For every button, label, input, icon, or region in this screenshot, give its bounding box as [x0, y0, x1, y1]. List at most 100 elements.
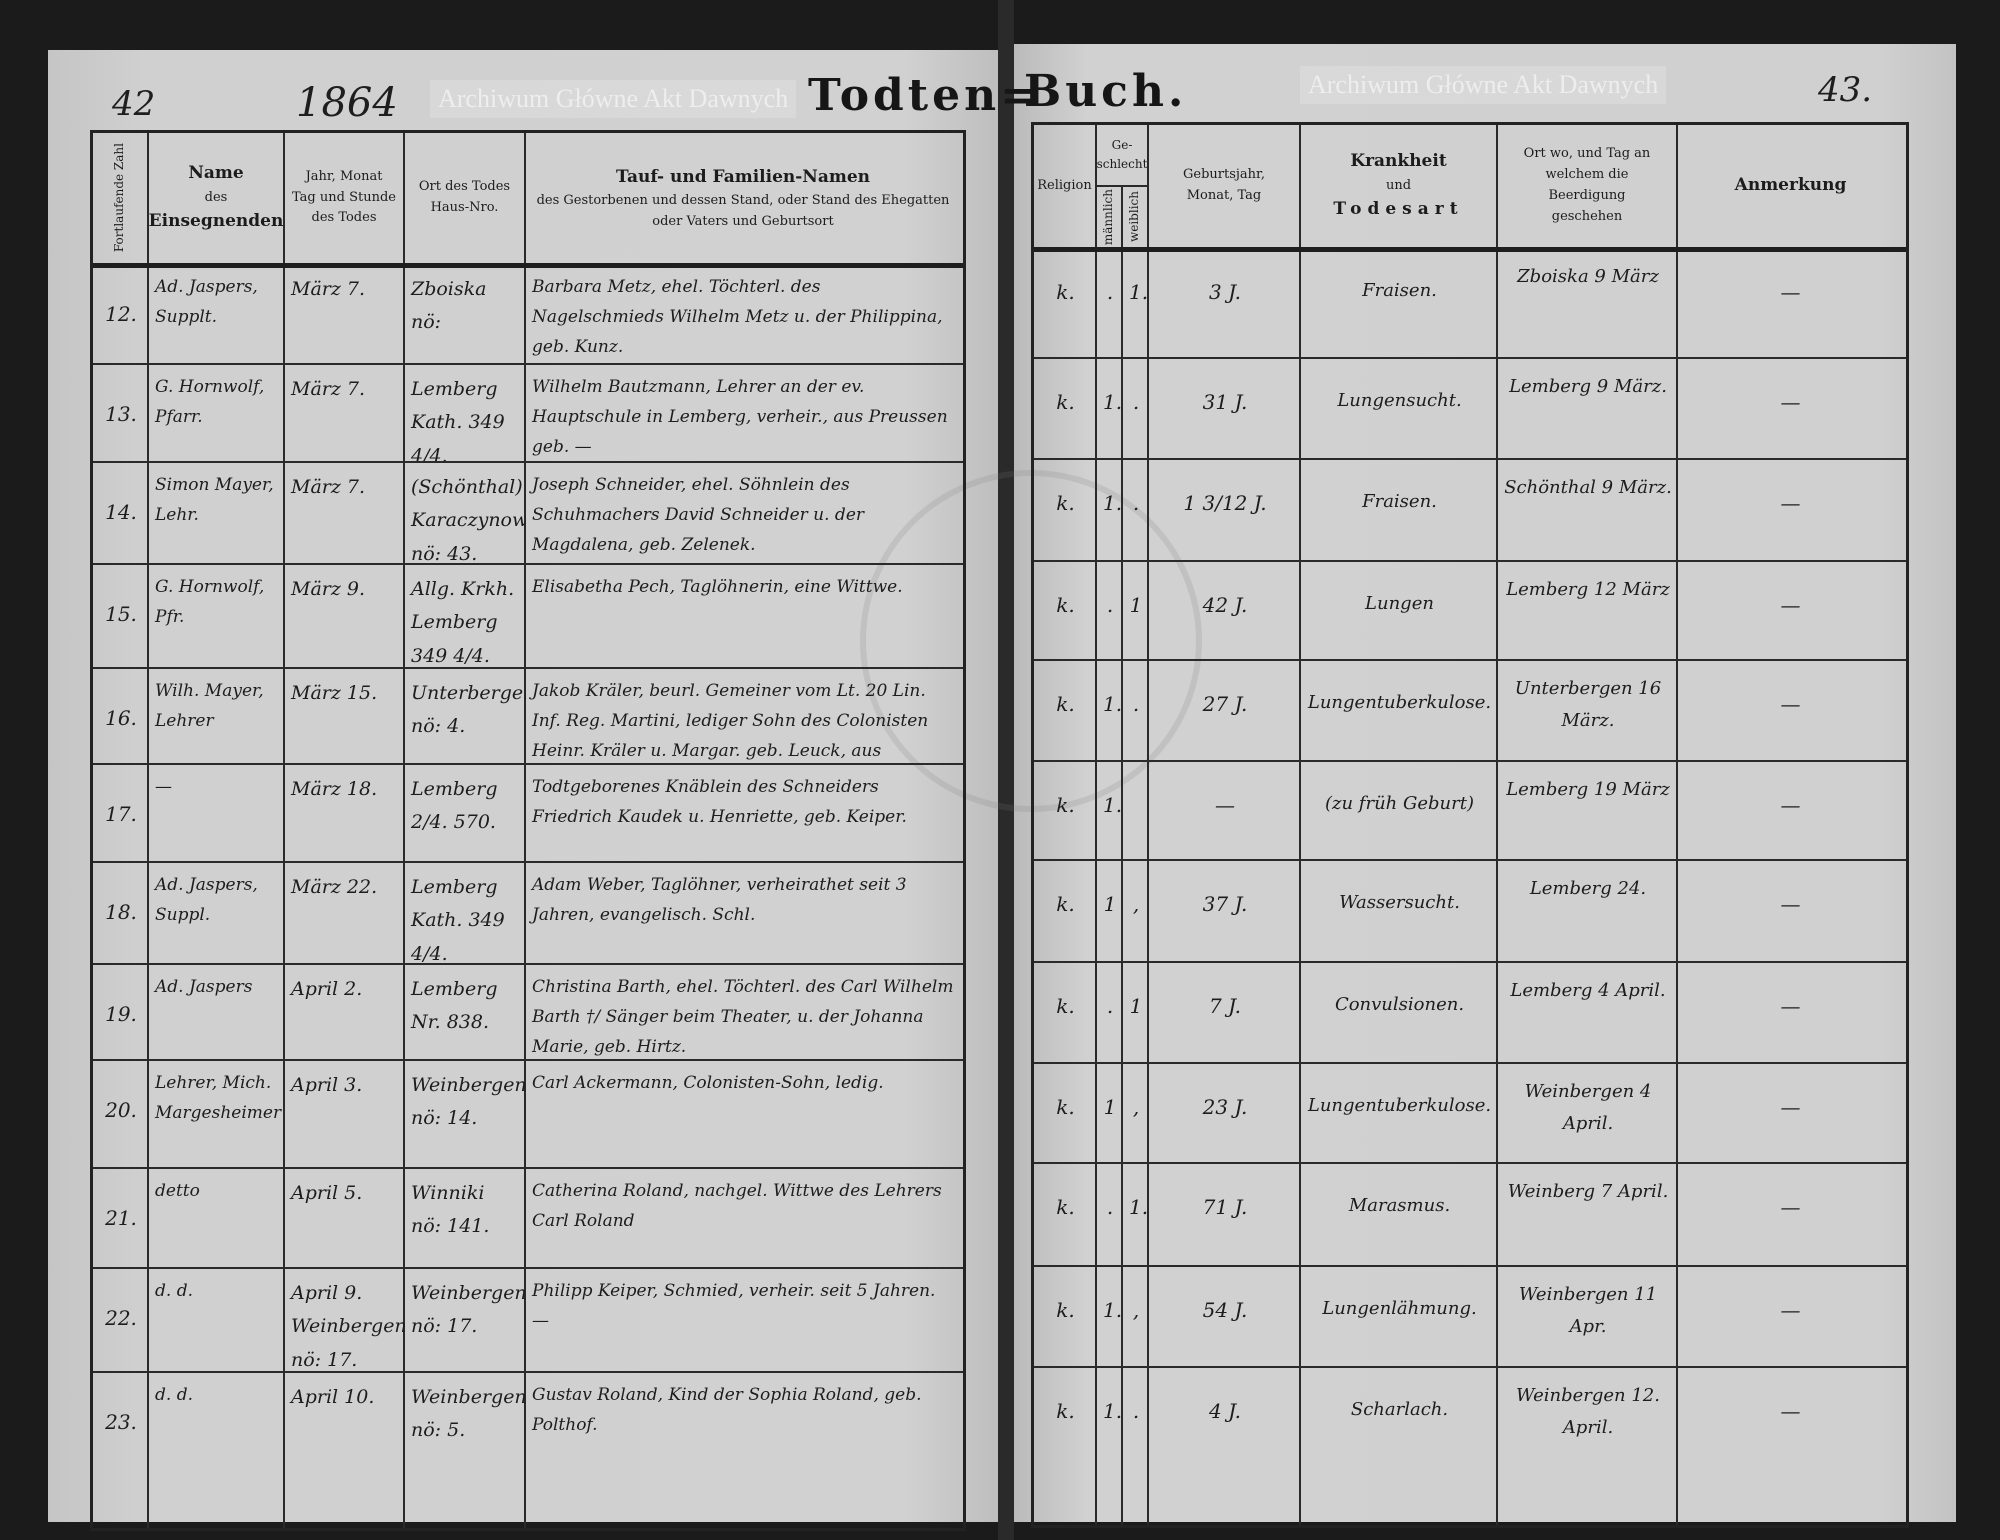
entry-age: 4 J. — [1209, 1399, 1241, 1423]
entry-age: 1 3/12 J. — [1183, 491, 1267, 515]
entry-male: 1. — [1103, 793, 1123, 817]
entry-remark: — — [1780, 994, 1801, 1018]
entry-nr: 22. — [105, 1306, 137, 1330]
entry-place: Weinbergen nö: 17. — [411, 1282, 526, 1338]
header-names: Tauf- und Familien-Namen — [615, 166, 871, 187]
entry-remark: — — [1780, 1399, 1801, 1423]
page-number-left: 42 — [112, 84, 156, 124]
entry-date: März 22. — [291, 876, 378, 898]
entry-place: Lemberg Kath. 349 4/4. — [411, 876, 505, 963]
entry-male: 1. — [1103, 491, 1123, 515]
entry-names: Elisabetha Pech, Taglöhnerin, eine Wittw… — [532, 577, 903, 597]
entry-date: März 15. — [291, 682, 378, 704]
entry-officiant: Simon Mayer, Lehr. — [155, 475, 274, 525]
entry-disease: Fraisen. — [1362, 491, 1437, 512]
register-row-right: k. 1., 54 J. Lungenlähmung. Weinbergen 11 Ap… — [1034, 1269, 1906, 1366]
entry-officiant: G. Hornwolf, Pfr. — [155, 577, 265, 627]
entry-nr: 15. — [105, 602, 137, 626]
header-date-3: des Todes — [311, 210, 377, 226]
entry-nr: 19. — [105, 1002, 137, 1026]
entry-religion: k. — [1056, 390, 1075, 414]
column-divider — [524, 133, 526, 1528]
entry-age: 3 J. — [1209, 280, 1241, 304]
entry-burial: Lemberg 9 März. — [1509, 376, 1667, 397]
entry-male: 1. — [1103, 1399, 1123, 1423]
entry-date: April 2. — [291, 978, 363, 1000]
register-row-right: k. 1, 23 J. Lungentuberkulose. Weinbergen 4 … — [1034, 1066, 1906, 1162]
header-officiant-2: des — [204, 189, 228, 205]
entry-officiant: Lehrer, Mich. Margesheimer — [155, 1073, 282, 1123]
entry-age: 7 J. — [1209, 994, 1241, 1018]
register-row-right: k. 1.. 27 J. Lungentuberkulose. Unterbergen … — [1034, 663, 1906, 760]
entry-place: Lemberg Nr. 838. — [411, 978, 498, 1034]
entry-disease: Convulsionen. — [1334, 994, 1465, 1015]
entry-date: April 10. — [291, 1386, 375, 1408]
header-remark: Anmerkung — [1734, 175, 1847, 196]
entry-disease: (zu früh Geburt) — [1324, 793, 1474, 814]
header-disease-2: und — [1385, 177, 1412, 193]
row-divider — [93, 861, 963, 863]
entry-disease: Marasmus. — [1348, 1195, 1451, 1216]
entry-names: Christina Barth, ehel. Töchterl. des Car… — [532, 977, 954, 1057]
entry-names: Jakob Kräler, beurl. Gemeiner vom Lt. 20… — [532, 681, 929, 761]
column-divider — [283, 133, 285, 1528]
right-register-table: Religion Ge-schlecht männlich weiblich G… — [1031, 122, 1909, 1528]
row-divider — [93, 461, 963, 463]
entry-religion: k. — [1056, 593, 1075, 617]
entry-nr: 18. — [105, 900, 137, 924]
entry-age: 37 J. — [1202, 892, 1248, 916]
entry-burial: Weinbergen 11 Apr. — [1518, 1284, 1658, 1337]
row-divider — [93, 363, 963, 365]
row-divider — [1034, 1162, 1906, 1164]
year: 1864 — [296, 80, 398, 126]
entry-place: (Schönthal) Karaczynow nö: 43. — [411, 476, 526, 563]
entry-officiant: — — [155, 777, 172, 797]
column-divider — [1676, 125, 1678, 1525]
entry-date: April 3. — [291, 1074, 363, 1096]
row-divider — [93, 1059, 963, 1061]
entry-nr: 21. — [105, 1206, 137, 1230]
entry-date: März 7. — [291, 278, 366, 300]
entry-female: 1. — [1129, 280, 1149, 304]
row-divider — [93, 763, 963, 765]
entry-religion: k. — [1056, 892, 1075, 916]
register-row-left: 18. Ad. Jaspers, Suppl. März 22. Lemberg Ka… — [93, 865, 963, 963]
column-divider — [1299, 125, 1301, 1525]
entry-female: . — [1132, 491, 1140, 515]
entry-female: , — [1132, 1095, 1140, 1119]
entry-officiant: d. d. — [155, 1281, 193, 1301]
entry-female: 1 — [1129, 593, 1143, 617]
register-row-left: 17. — März 18. Lemberg 2/4. 570. Todtgeboren… — [93, 767, 963, 861]
entry-place: Lemberg Kath. 349 4/4. — [411, 378, 505, 461]
row-divider — [1034, 357, 1906, 359]
register-row-right: k. 1. — (zu früh Geburt) Lemberg 19 März — — [1034, 764, 1906, 859]
entry-officiant: detto — [155, 1181, 200, 1201]
header-birth: Geburtsjahr, Monat, Tag — [1183, 167, 1265, 203]
register-row-left: 12. Ad. Jaspers, Supplt. März 7. Zboiska nö… — [93, 267, 963, 363]
entry-disease: Lungentuberkulose. — [1307, 1095, 1492, 1116]
entry-names: Gustav Roland, Kind der Sophia Roland, g… — [532, 1385, 922, 1435]
header-date-2: Tag und Stunde — [292, 189, 396, 205]
entry-names: Catherina Roland, nachgel. Wittwe des Le… — [532, 1181, 942, 1231]
row-divider — [1034, 760, 1906, 762]
entry-remark: — — [1780, 892, 1801, 916]
column-divider — [147, 133, 149, 1528]
header-religion: Religion — [1037, 177, 1092, 193]
row-divider — [93, 263, 963, 268]
entry-religion: k. — [1056, 491, 1075, 515]
column-divider — [1496, 125, 1498, 1525]
entry-remark: — — [1780, 280, 1801, 304]
entry-date: März 9. — [291, 578, 366, 600]
column-divider — [1095, 125, 1097, 1525]
entry-burial: Schönthal 9 März. — [1504, 477, 1672, 498]
entry-names: Joseph Schneider, ehel. Söhnlein des Sch… — [532, 475, 865, 555]
register-row-left: 14. Simon Mayer, Lehr. März 7. (Schönthal) … — [93, 465, 963, 563]
entry-disease: Lungenlähmung. — [1322, 1298, 1477, 1319]
entry-date: März 18. — [291, 778, 378, 800]
entry-nr: 23. — [105, 1410, 137, 1434]
row-divider — [1034, 458, 1906, 460]
entry-nr: 13. — [105, 402, 137, 426]
register-row-right: k. 1.. 31 J. Lungensucht. Lemberg 9 März. — — [1034, 361, 1906, 458]
entry-male: . — [1106, 593, 1114, 617]
header-male: männlich — [1101, 188, 1116, 246]
